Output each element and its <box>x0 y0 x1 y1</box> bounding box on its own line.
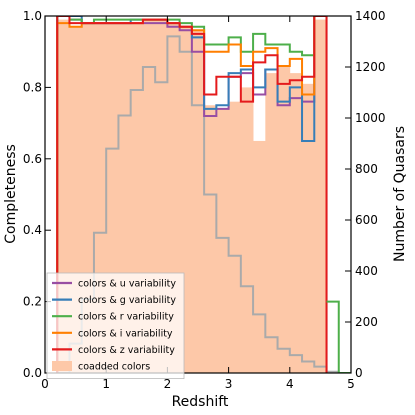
coadded-bar <box>302 83 315 373</box>
coadded-bar <box>204 105 217 373</box>
y-right-tick-label: 600 <box>355 213 378 227</box>
y-left-tick-label: 0.2 <box>23 295 42 309</box>
x-tick-label: 1 <box>102 377 110 391</box>
y-axis-left-label: Completeness <box>3 144 19 244</box>
coadded-bar <box>277 65 291 373</box>
x-tick-label: 4 <box>286 377 294 391</box>
coadded-bar <box>289 73 303 373</box>
y-left-tick-label: 0.8 <box>23 80 42 94</box>
y-right-tick-label: 0 <box>355 366 363 380</box>
y-right-tick-label: 400 <box>355 264 378 278</box>
x-tick-label: 0 <box>41 377 49 391</box>
coadded-bar <box>191 30 205 373</box>
legend-label: colors & z variability <box>78 345 175 356</box>
series-line-5 <box>56 16 328 373</box>
y-axis-right-label: Number of Quasars <box>392 126 408 262</box>
number-of-quasars-histogram <box>57 35 351 373</box>
legend: colors & u variability colors & g variabi… <box>46 272 185 379</box>
legend-swatch-coadded <box>52 361 72 371</box>
coadded-bar <box>253 140 266 373</box>
coadded-bar <box>240 87 254 373</box>
plot-frame <box>44 15 352 374</box>
y-left-tick-label: 0.4 <box>23 223 42 237</box>
y-right-tick-label: 1200 <box>355 60 386 74</box>
legend-label: colors & u variability <box>78 279 176 290</box>
legend-label: colors & r variability <box>78 312 174 323</box>
y-left-tick-label: 0.0 <box>23 366 42 380</box>
coadded-bar <box>228 101 242 373</box>
y-right-tick-label: 1400 <box>355 9 386 23</box>
y-left-tick-label: 1.0 <box>23 9 42 23</box>
y-right-tick-label: 1000 <box>355 111 386 125</box>
y-right-tick-label: 200 <box>355 315 378 329</box>
legend-label-coadded: coadded colors <box>78 362 150 373</box>
coadded-bar <box>314 19 327 373</box>
x-axis-label: Redshift <box>172 394 229 410</box>
legend-label: colors & g variability <box>78 295 176 306</box>
extra-step-line <box>326 300 351 373</box>
y-left-tick-label: 0.6 <box>23 152 42 166</box>
axes: 0 1 2 3 4 5 0.0 0.2 0.4 0.6 0.8 1.0 0 200 400 600 800 100… <box>23 9 386 391</box>
x-tick-label: 5 <box>347 377 355 391</box>
coadded-bar <box>265 73 278 373</box>
legend-label: colors & i variability <box>78 328 173 339</box>
x-tick-label: 3 <box>225 377 233 391</box>
x-tick-label: 2 <box>164 377 172 391</box>
y-right-tick-label: 800 <box>355 162 378 176</box>
coadded-bar <box>216 108 229 373</box>
